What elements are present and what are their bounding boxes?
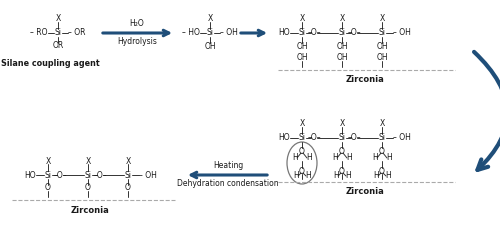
- Text: – OH: – OH: [220, 28, 238, 37]
- Text: Hydrolysis: Hydrolysis: [117, 37, 157, 47]
- Text: Si: Si: [84, 171, 91, 180]
- Text: H: H: [305, 172, 311, 181]
- Text: H: H: [373, 172, 379, 181]
- Text: Zirconia: Zirconia: [346, 187, 385, 196]
- Text: –O–: –O–: [347, 134, 361, 143]
- Text: Dehydration condensation: Dehydration condensation: [177, 180, 279, 188]
- Text: –O–: –O–: [307, 134, 321, 143]
- Text: HO: HO: [278, 28, 290, 37]
- Text: Si: Si: [378, 134, 386, 143]
- Text: X: X: [300, 14, 304, 24]
- Text: H: H: [385, 172, 391, 181]
- Text: H: H: [293, 172, 299, 181]
- Text: X: X: [340, 14, 344, 24]
- Text: O: O: [339, 167, 345, 175]
- Text: Si: Si: [54, 28, 62, 37]
- Text: Si: Si: [298, 28, 306, 37]
- Text: OH: OH: [336, 42, 348, 51]
- Text: O: O: [339, 147, 345, 156]
- Text: H: H: [332, 154, 338, 162]
- Text: – OH: – OH: [139, 171, 157, 180]
- Text: H₂O: H₂O: [130, 20, 144, 28]
- Text: Si: Si: [338, 134, 345, 143]
- Text: X: X: [380, 120, 384, 128]
- Text: O: O: [299, 147, 305, 156]
- Text: Zirconia: Zirconia: [346, 74, 385, 84]
- Text: X: X: [380, 14, 384, 24]
- Text: –O–: –O–: [347, 28, 361, 37]
- Text: – HO: – HO: [182, 28, 200, 37]
- Text: –O–: –O–: [307, 28, 321, 37]
- Text: –O–: –O–: [93, 171, 107, 180]
- Text: OR: OR: [52, 41, 64, 50]
- Text: Heating: Heating: [213, 161, 243, 171]
- Text: OH: OH: [336, 52, 348, 61]
- Text: X: X: [56, 14, 60, 24]
- Text: X: X: [300, 120, 304, 128]
- Text: Si: Si: [298, 134, 306, 143]
- Text: OH: OH: [376, 52, 388, 61]
- Text: X: X: [46, 157, 51, 166]
- Text: O: O: [85, 184, 91, 193]
- Text: H: H: [306, 154, 312, 162]
- Text: O: O: [299, 167, 305, 175]
- Text: Silane coupling agent: Silane coupling agent: [0, 59, 100, 68]
- Text: Si: Si: [206, 28, 214, 37]
- Text: X: X: [126, 157, 130, 166]
- Text: O: O: [45, 184, 51, 193]
- Text: – OR: – OR: [68, 28, 86, 37]
- Text: HO: HO: [24, 171, 36, 180]
- Text: –O–: –O–: [53, 171, 67, 180]
- Text: Si: Si: [124, 171, 132, 180]
- Text: H: H: [292, 154, 298, 162]
- Text: – OH: – OH: [393, 134, 411, 143]
- Text: HO: HO: [278, 134, 290, 143]
- Text: O: O: [379, 167, 385, 175]
- Text: Si: Si: [338, 28, 345, 37]
- Text: O: O: [125, 184, 131, 193]
- Text: Si: Si: [378, 28, 386, 37]
- Text: OH: OH: [296, 52, 308, 61]
- Text: H: H: [333, 172, 339, 181]
- Text: H: H: [386, 154, 392, 162]
- Text: O: O: [379, 147, 385, 156]
- Text: H: H: [345, 172, 351, 181]
- Text: Zirconia: Zirconia: [70, 206, 110, 215]
- Text: Si: Si: [44, 171, 52, 180]
- Text: X: X: [86, 157, 90, 166]
- Text: OH: OH: [376, 42, 388, 51]
- Text: X: X: [340, 120, 344, 128]
- Text: X: X: [208, 14, 212, 24]
- Text: H: H: [372, 154, 378, 162]
- Text: – OH: – OH: [393, 28, 411, 37]
- Text: OH: OH: [204, 42, 216, 51]
- Text: H: H: [346, 154, 352, 162]
- Text: – RO: – RO: [30, 28, 48, 37]
- Text: OH: OH: [296, 42, 308, 51]
